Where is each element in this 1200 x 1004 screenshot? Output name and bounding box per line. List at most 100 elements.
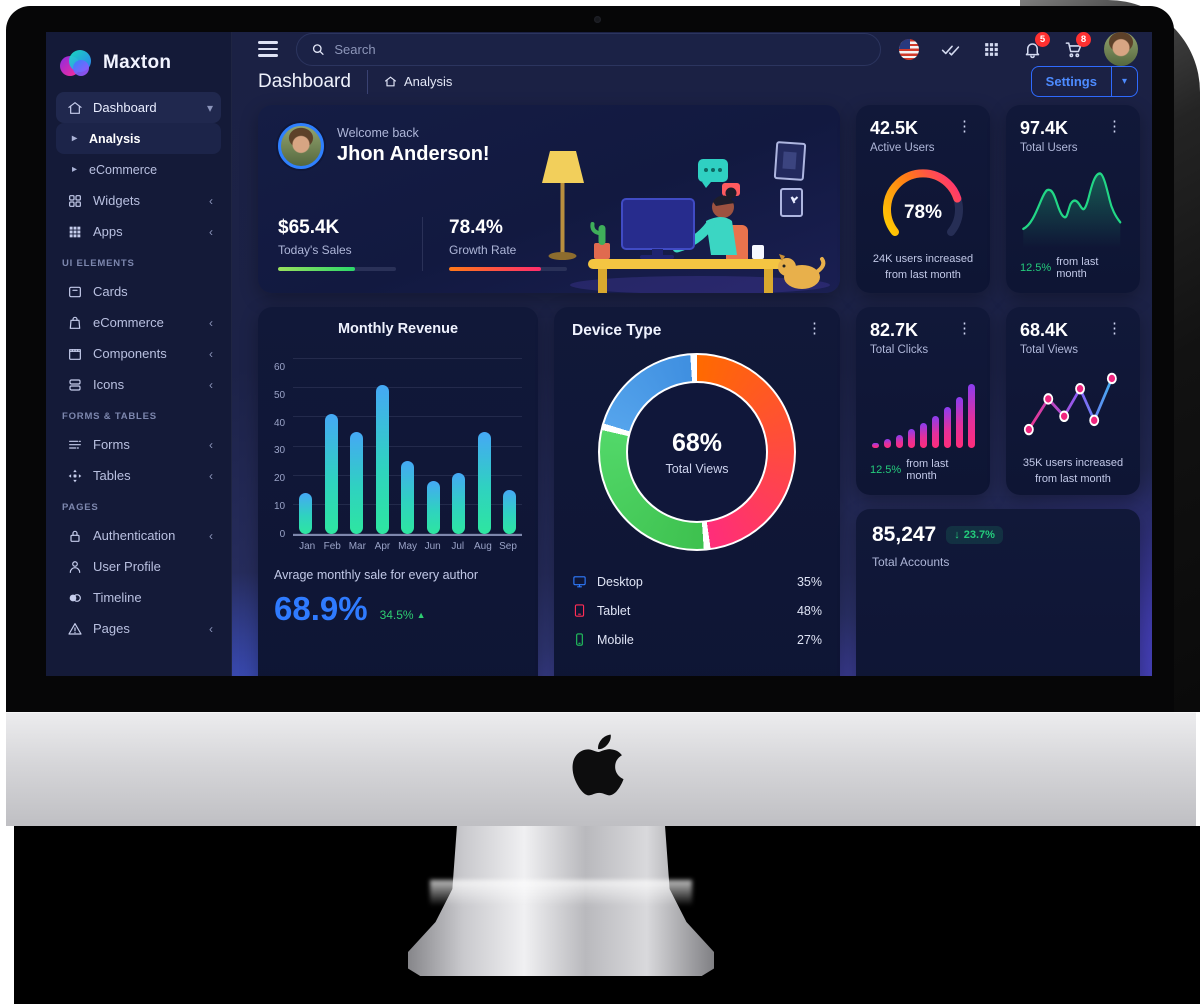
sidebar-item-label: Cards [93,284,128,299]
donut-center-label: Total Views [665,461,729,476]
sidebar-item-user-profile[interactable]: User Profile [56,551,221,582]
monthly-revenue-card: Monthly Revenue 60 50 40 30 20 10 0 Jan Feb Mar A… [258,307,538,676]
sidebar-item-label: eCommerce [89,162,158,177]
revenue-bar [503,490,516,534]
views-line-chart [1020,358,1126,450]
sidebar-item-label: eCommerce [93,315,164,330]
sidebar-item-tables[interactable]: Tables ‹ [56,460,221,491]
legend-row-desktop: Desktop 35% [572,567,822,596]
cart-badge: 8 [1076,32,1091,47]
page-title: Dashboard [258,70,351,92]
search-bar[interactable] [296,32,881,66]
total-accounts-label: Total Accounts [872,555,950,569]
workspace-illustration [542,141,830,293]
revenue-bar [324,414,338,534]
apps-icon [66,223,83,240]
device-type-title: Device Type [572,322,662,339]
revenue-bar [375,385,389,534]
sidebar-item-pages[interactable]: Pages ‹ [56,613,221,644]
sidebar: Maxton Dashboard ▾ ▸ Analysis ▸ eCommerce Widg… [46,32,232,676]
subitem-arrow-icon: ▸ [72,133,78,144]
legend-value: 27% [796,632,822,647]
legend-row-tablet: Tablet 48% [572,596,822,625]
legend-label: Desktop [597,574,643,589]
sidebar-item-apps[interactable]: Apps ‹ [56,216,221,247]
widgets-icon [66,192,83,209]
chevron-down-icon: ▾ [206,100,213,115]
forms-icon [66,436,83,453]
brand-name: Maxton [103,52,172,73]
sidebar-item-label: Analysis [89,131,141,146]
legend-label: Tablet [597,603,631,618]
revenue-bar [452,473,466,534]
sidebar-section-label: UI ELEMENTS [62,258,135,269]
settings-caret-icon[interactable]: ▾ [1110,67,1137,96]
chevron-left-icon: ‹ [209,315,213,330]
up-arrow-icon: ▲ [416,610,426,620]
revenue-bar [477,432,491,534]
sidebar-item-forms[interactable]: Forms ‹ [56,429,221,460]
pages-icon [66,620,83,637]
chevron-left-icon: ‹ [209,377,213,392]
check-all-icon[interactable] [940,39,960,59]
total-views-label: Total Views [1020,344,1078,356]
cart-icon[interactable]: 8 [1063,32,1091,59]
apps-grid-icon[interactable] [981,39,1001,59]
settings-button[interactable]: Settings ▾ [1030,66,1138,97]
chevron-left-icon: ‹ [209,193,213,208]
welcome-avatar [278,123,324,169]
legend-value: 35% [796,574,822,589]
bag-icon [66,314,83,331]
todays-sales-stat: $65.4K Today's Sales [278,217,396,271]
kebab-menu-icon[interactable]: ⋮ [1107,320,1122,337]
revenue-summary: 68.9% 34.5% ▲ [274,592,522,625]
user-avatar[interactable] [1104,32,1138,66]
sidebar-item-cards[interactable]: Cards [56,276,221,307]
chevron-left-icon: ‹ [209,468,213,483]
kebab-menu-icon[interactable]: ⋮ [957,320,972,337]
sidebar-item-widgets[interactable]: Widgets ‹ [56,185,221,216]
language-flag-icon[interactable] [899,38,919,60]
sidebar-item-label: User Profile [93,559,161,574]
active-users-label: Active Users [870,142,935,154]
kebab-menu-icon[interactable]: ⋮ [957,118,972,135]
donut-center-value: 68% [671,428,723,457]
sidebar-item-ecommerce[interactable]: eCommerce ‹ [56,307,221,338]
sidebar-item-dashboard[interactable]: Dashboard ▾ [56,92,221,123]
brand[interactable]: Maxton [56,44,221,92]
down-arrow-icon: ↓ [954,529,960,541]
clicks-bar-chart [870,362,976,448]
sidebar-item-label: Icons [93,377,125,392]
sidebar-item-ecommerce[interactable]: ▸ eCommerce [56,154,221,185]
active-users-gauge: 78% [870,156,976,248]
dashboard-screen: Maxton Dashboard ▾ ▸ Analysis ▸ eCommerce Widg… [46,32,1152,676]
breadcrumb-divider [366,69,368,94]
search-input[interactable] [334,41,866,57]
sidebar-item-icons[interactable]: Icons ‹ [56,369,221,400]
sidebar-item-authentication[interactable]: Authentication ‹ [56,520,221,551]
sidebar-item-label: Authentication [93,528,176,543]
welcome-stats: $65.4K Today's Sales 78.4% Growth Rate [278,217,567,271]
sidebar-item-analysis[interactable]: ▸ Analysis [56,123,221,154]
kebab-menu-icon[interactable]: ⋮ [1107,118,1122,135]
sidebar-item-label: Widgets [93,193,140,208]
sidebar-item-timeline[interactable]: Timeline [56,582,221,613]
sidebar-item-components[interactable]: Components ‹ [56,338,221,369]
device-legend: Desktop 35% Tablet 48% Mobile 27% [572,567,822,654]
total-clicks-value: 82.7K [870,320,919,340]
chevron-left-icon: ‹ [209,346,213,361]
total-users-sparkline [1020,158,1126,248]
revenue-bar [350,432,364,534]
kebab-menu-icon[interactable]: ⋮ [807,320,822,337]
total-views-note: 35K users increased from last month [1022,457,1124,485]
breadcrumb-current[interactable]: Analysis [384,74,452,89]
notifications-bell-icon[interactable]: 5 [1022,32,1050,59]
topbar: 5 8 [232,32,1152,66]
growth-rate-stat: 78.4% Growth Rate [449,217,567,271]
welcome-greeting: Welcome back [337,126,419,140]
stand-highlight [430,880,692,906]
sidebar-item-label: Dashboard [93,100,157,115]
total-users-value: 97.4K [1020,118,1069,138]
menu-toggle-icon[interactable] [258,41,278,57]
legend-row-mobile: Mobile 27% [572,625,822,654]
